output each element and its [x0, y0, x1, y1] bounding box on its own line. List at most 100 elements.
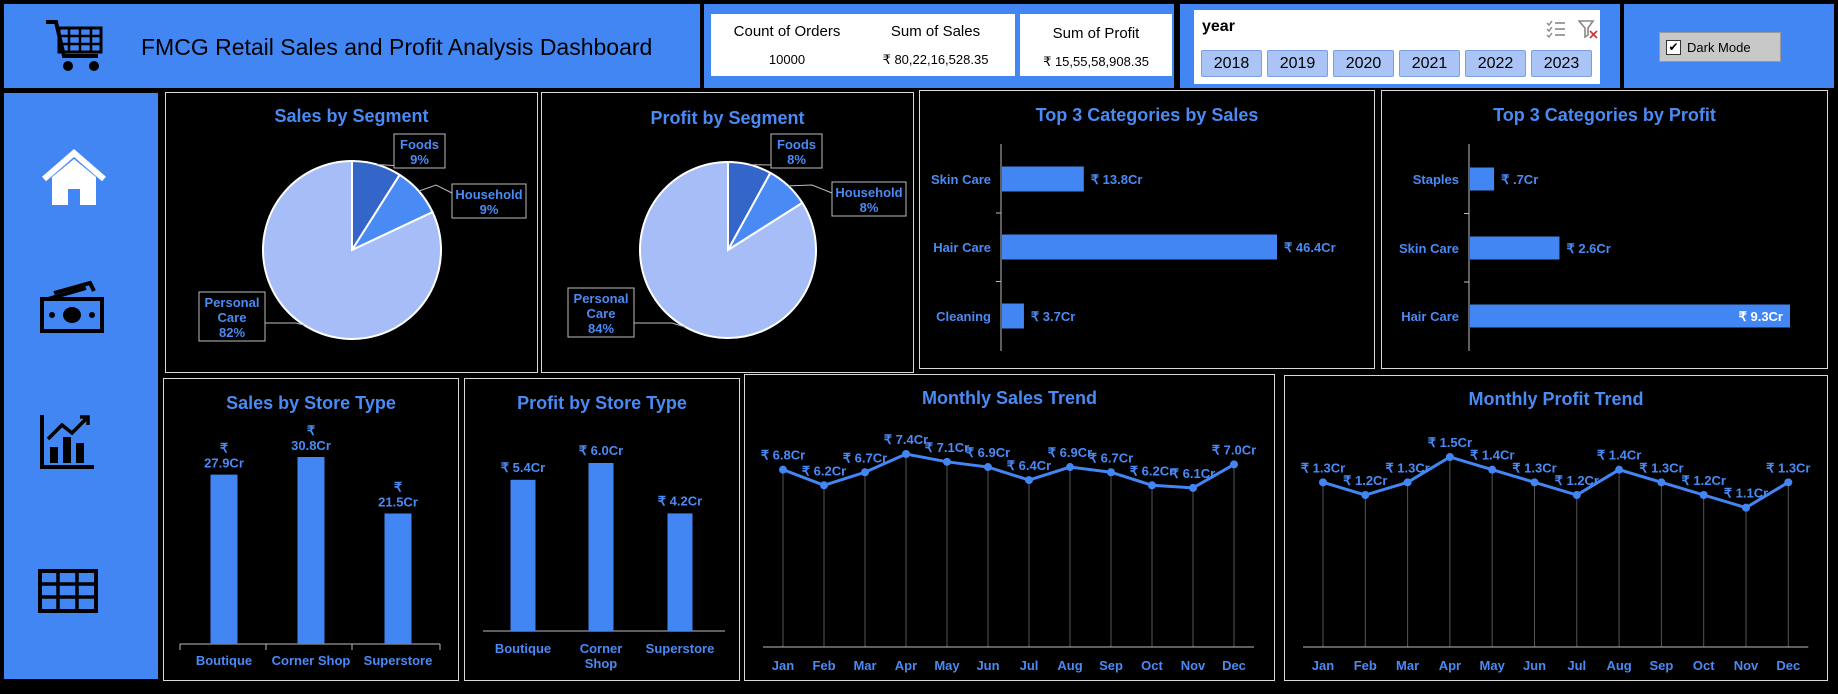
data-point: [1148, 481, 1156, 490]
data-label: ₹ 2.6Cr: [1566, 241, 1610, 256]
year-button-2022[interactable]: 2022: [1465, 50, 1526, 77]
label-box: [770, 133, 823, 169]
slice-value: 82%: [219, 325, 245, 340]
data-label: ₹ 1.3Cr: [1385, 460, 1429, 475]
chart-icon[interactable]: [38, 413, 98, 471]
slice-label: Household: [455, 187, 522, 202]
month-label: Sep: [1649, 658, 1673, 673]
data-label: ₹ .7Cr: [1501, 172, 1538, 187]
data-label: ₹ 1.3Cr: [1766, 460, 1810, 475]
monthly-profit-chart: Jan Feb Mar Apr May Jun Jul Aug Sep Oct Nov Dec ₹ 1.…: [1301, 435, 1811, 673]
month-label: Jun: [976, 658, 999, 673]
category-label: Hair Care: [1401, 309, 1459, 324]
bar: [588, 463, 614, 631]
pie-slice: [262, 159, 442, 340]
data-point: [943, 457, 951, 466]
slice-value: 8%: [787, 152, 806, 167]
data-label: 21.5Cr: [378, 494, 418, 509]
multi-select-icon[interactable]: [1546, 20, 1566, 38]
data-label: ₹ 1.3Cr: [1301, 460, 1345, 475]
dark-mode-checkbox[interactable]: ✔: [1666, 40, 1681, 55]
monthly-sales-chart: Jan Feb Mar Apr May Jun Jul Aug Sep Oct Nov Dec ₹ 6.…: [761, 432, 1256, 673]
clear-filter-icon[interactable]: [1578, 19, 1598, 39]
year-button-2023[interactable]: 2023: [1531, 50, 1592, 77]
year-button-2019[interactable]: 2019: [1267, 50, 1328, 77]
data-label: ₹ 13.8Cr: [1091, 172, 1143, 187]
slice-value: 9%: [480, 202, 499, 217]
bar: [1002, 303, 1024, 329]
data-label: ₹ 1.3Cr: [1512, 460, 1556, 475]
data-label: ₹ 6.8Cr: [761, 448, 805, 463]
year-button-2020[interactable]: 2020: [1333, 50, 1394, 77]
data-label: ₹ 6.4Cr: [1007, 458, 1051, 473]
month-label: Sep: [1099, 658, 1123, 673]
data-point: [1657, 478, 1666, 487]
data-label: ₹ 4.2Cr: [658, 493, 702, 508]
kpi-label: Count of Orders: [733, 23, 841, 40]
data-label: ₹ 3.7Cr: [1031, 309, 1075, 324]
month-label: Oct: [1141, 658, 1163, 673]
bar: [1470, 304, 1790, 328]
sales-by-segment-panel: Sales by Segment Foods 9% Household 9% Perso…: [165, 92, 538, 373]
data-label: ₹ 7.0Cr: [1212, 442, 1256, 457]
profit-by-store-panel: Profit by Store Type ₹ 5.4Cr ₹ 6.0Cr ₹ 4.2…: [464, 378, 740, 681]
month-label: Jun: [1523, 658, 1546, 673]
label-box: [831, 181, 907, 217]
category-label: Shop: [585, 656, 618, 671]
money-icon[interactable]: [38, 279, 110, 335]
category-label: Superstore: [646, 641, 715, 656]
slice-value: 8%: [860, 200, 879, 215]
month-label: Jul: [1020, 658, 1039, 673]
data-label: ₹ 1.3Cr: [1639, 460, 1683, 475]
data-label: ₹ 1.1Cr: [1724, 486, 1768, 501]
slicer-bar: year 2018 2019 2020 2021 2022 2023: [1180, 4, 1620, 88]
data-point: [861, 468, 869, 477]
data-point: [1488, 465, 1497, 474]
data-point: [1742, 503, 1750, 512]
bar: [1470, 236, 1560, 260]
leader-line: [265, 322, 305, 326]
bar: [1002, 166, 1084, 192]
data-label: ₹ 1.2Cr: [1681, 473, 1725, 488]
data-point: [1445, 453, 1454, 461]
leader-line: [418, 184, 453, 194]
data-point: [1784, 478, 1793, 487]
data-point: [1530, 478, 1539, 487]
data-point: [1107, 468, 1115, 477]
data-label: ₹ 6.0Cr: [579, 443, 623, 458]
kpi-value: ₹ 80,22,16,528.35: [882, 52, 989, 67]
data-point: [984, 463, 992, 472]
data-label: ₹: [394, 479, 403, 494]
chart-title: Sales by Segment: [274, 106, 429, 126]
chart-title: Monthly Profit Trend: [1468, 389, 1644, 409]
month-label: May: [934, 658, 960, 673]
data-label: ₹: [307, 423, 316, 438]
category-label: Boutique: [196, 653, 252, 668]
table-icon[interactable]: [38, 569, 98, 613]
category-label: Skin Care: [1399, 241, 1459, 256]
year-button-2018[interactable]: 2018: [1201, 50, 1262, 77]
month-label: Dec: [1222, 658, 1246, 673]
label-box: [567, 287, 635, 338]
data-label: ₹ 46.4Cr: [1284, 240, 1336, 255]
page-title: FMCG Retail Sales and Profit Analysis Da…: [141, 34, 653, 60]
year-button-2021[interactable]: 2021: [1399, 50, 1460, 77]
month-label: Apr: [895, 658, 917, 673]
month-label: Jul: [1567, 658, 1586, 673]
dark-mode-toggle[interactable]: ✔ Dark Mode: [1659, 32, 1781, 62]
bar: [667, 513, 693, 631]
data-label: ₹ 6.9Cr: [966, 445, 1010, 460]
data-point: [1699, 491, 1708, 499]
leader-line: [634, 322, 686, 328]
mode-bar: ✔ Dark Mode: [1624, 4, 1834, 88]
month-label: Dec: [1776, 658, 1800, 673]
series-line: [1322, 455, 1790, 510]
slice-label: Personal: [574, 291, 629, 306]
profit-by-segment-panel: Profit by Segment Foods 8% Household 8% Pers…: [541, 92, 914, 373]
data-label: ₹ 6.1Cr: [1171, 466, 1215, 481]
month-label: Oct: [1693, 658, 1715, 673]
home-icon[interactable]: [38, 149, 110, 209]
slice-value: 84%: [588, 321, 614, 336]
